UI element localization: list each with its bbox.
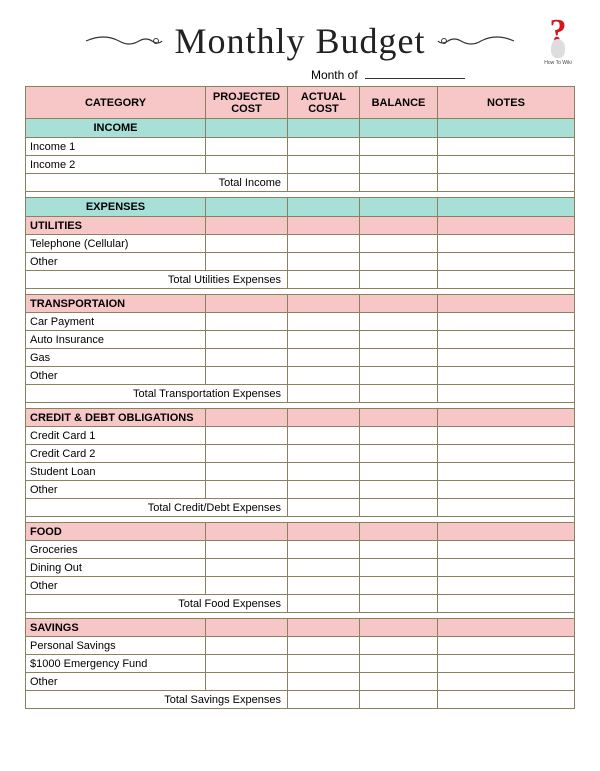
table-row: Personal Savings	[26, 637, 575, 655]
cell-input[interactable]	[360, 138, 438, 156]
cell-input[interactable]	[360, 156, 438, 174]
col-header-actual: ACTUAL COST	[288, 87, 360, 119]
table-row: Other	[26, 253, 575, 271]
flourish-left-icon	[84, 31, 164, 51]
section-utilities: UTILITIES	[26, 217, 206, 235]
total-utilities-row: Total Utilities Expenses	[26, 271, 575, 289]
total-food-row: Total Food Expenses	[26, 595, 575, 613]
table-row: Auto Insurance	[26, 331, 575, 349]
month-label: Month of	[311, 68, 358, 82]
section-credit: CREDIT & DEBT OBLIGATIONS	[26, 409, 206, 427]
table-row: Other	[26, 481, 575, 499]
logo-text: How To Wiki	[544, 60, 571, 66]
month-of-field[interactable]: Month of	[25, 68, 575, 82]
item-income-1: Income 1	[26, 138, 206, 156]
table-row: Gas	[26, 349, 575, 367]
table-row: Groceries	[26, 541, 575, 559]
section-food: FOOD	[26, 523, 206, 541]
col-header-notes: NOTES	[438, 87, 575, 119]
total-credit-row: Total Credit/Debt Expenses	[26, 499, 575, 517]
item-income-2: Income 2	[26, 156, 206, 174]
total-savings-row: Total Savings Expenses	[26, 691, 575, 709]
budget-table: CATEGORY PROJECTED COST ACTUAL COST BALA…	[25, 86, 575, 709]
table-row: Dining Out	[26, 559, 575, 577]
table-row: Car Payment	[26, 313, 575, 331]
table-row: Income 2	[26, 156, 575, 174]
total-transportation-row: Total Transportation Expenses	[26, 385, 575, 403]
page-title: Monthly Budget	[174, 20, 425, 62]
cell-input[interactable]	[206, 138, 288, 156]
col-header-projected: PROJECTED COST	[206, 87, 288, 119]
cell-input[interactable]	[206, 156, 288, 174]
total-income-row: Total Income	[26, 174, 575, 192]
table-row: Student Loan	[26, 463, 575, 481]
cell-input[interactable]	[438, 138, 575, 156]
cell-input[interactable]	[288, 138, 360, 156]
month-input-line[interactable]	[365, 78, 465, 79]
howtowiki-logo: ? How To Wiki	[538, 18, 578, 66]
table-row: $1000 Emergency Fund	[26, 655, 575, 673]
flourish-right-icon	[436, 31, 516, 51]
title-row: Monthly Budget	[25, 20, 575, 62]
table-row: Credit Card 2	[26, 445, 575, 463]
section-expenses: EXPENSES	[26, 198, 206, 217]
table-row: Income 1	[26, 138, 575, 156]
col-header-balance: BALANCE	[360, 87, 438, 119]
table-row: Other	[26, 367, 575, 385]
table-row: Credit Card 1	[26, 427, 575, 445]
cell-input[interactable]	[438, 156, 575, 174]
section-income: INCOME	[26, 119, 206, 138]
section-transportation: TRANSPORTAION	[26, 295, 206, 313]
total-income-label: Total Income	[26, 174, 288, 192]
table-row: Other	[26, 673, 575, 691]
table-row: Telephone (Cellular)	[26, 235, 575, 253]
header-row: CATEGORY PROJECTED COST ACTUAL COST BALA…	[26, 87, 575, 119]
logo-figure-icon	[551, 39, 565, 58]
col-header-category: CATEGORY	[26, 87, 206, 119]
cell-input[interactable]	[288, 156, 360, 174]
section-savings: SAVINGS	[26, 619, 206, 637]
table-row: Other	[26, 577, 575, 595]
